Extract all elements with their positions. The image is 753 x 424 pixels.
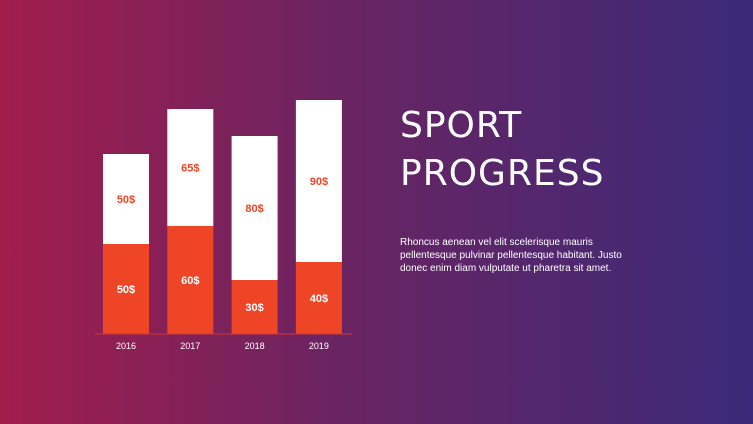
data-label-bottom-2017: 60$ (181, 275, 199, 287)
data-label-top-2019: 90$ (310, 176, 328, 188)
x-tick-label-2016: 2016 (116, 341, 136, 351)
bar-top-2018 (231, 136, 278, 280)
bar-top-2017 (167, 109, 214, 226)
bar-top-2016 (103, 154, 149, 244)
bar-bottom-2019 (295, 262, 342, 334)
bar-top-2019 (295, 100, 342, 262)
data-label-top-2016: 50$ (117, 194, 135, 206)
bar-bottom-2016 (103, 244, 149, 334)
bars-group (103, 100, 342, 334)
labels-group: 50$ 50$ 2016 65$ 60$ 2017 80$ 30$ 2018 90$ 40$ 2019 (116, 163, 329, 352)
data-label-top-2018: 80$ (245, 203, 263, 215)
bar-bottom-2017 (167, 226, 214, 334)
data-label-bottom-2016: 50$ (117, 284, 135, 296)
title-line-2: PROGRESS (400, 153, 605, 194)
slide-title: SPORT PROGRESS (400, 102, 730, 198)
title-line-1: SPORT (400, 105, 523, 146)
bar-bottom-2018 (231, 280, 278, 334)
x-tick-label-2018: 2018 (245, 341, 265, 351)
stacked-bar-chart: 50$ 50$ 2016 65$ 60$ 2017 80$ 30$ 2018 90$ 40$ 2019 (95, 100, 352, 352)
description-text: Rhoncus aenean vel elit scelerisque maur… (400, 237, 622, 274)
data-label-top-2017: 65$ (181, 163, 199, 175)
data-label-bottom-2018: 30$ (245, 302, 263, 314)
x-tick-label-2017: 2017 (180, 341, 200, 351)
data-label-bottom-2019: 40$ (310, 293, 328, 305)
x-tick-label-2019: 2019 (309, 341, 329, 351)
